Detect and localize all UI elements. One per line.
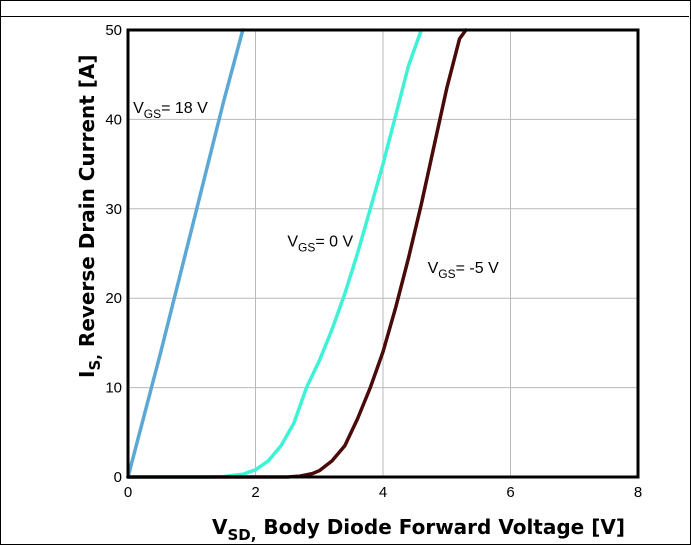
y-tick-label: 20 (105, 290, 122, 307)
series-line (126, 28, 245, 479)
y-tick-label: 50 (105, 22, 122, 39)
plot-border (126, 28, 640, 479)
y-axis-label-rest: Reverse Drain Current [A] (75, 54, 99, 354)
series-label: VGS= -5 V (428, 260, 499, 281)
series-label-main: V (428, 260, 439, 277)
x-axis-label: VSD, Body Diode Forward Voltage [V] (212, 515, 625, 544)
series-label-main: V (133, 100, 144, 117)
y-axis-label-sub: S, (86, 354, 104, 371)
top-band (0, 0, 689, 17)
x-axis-label-sub: SD, (227, 526, 256, 544)
x-axis-label-rest: Body Diode Forward Voltage [V] (256, 515, 625, 539)
y-tick-label: 0 (114, 469, 122, 486)
x-tick-label: 0 (124, 484, 132, 501)
series-label: VGS= 0 V (287, 233, 353, 254)
x-tick-label: 6 (506, 484, 514, 501)
y-tick-label: 10 (105, 380, 122, 397)
series-label-main: V (287, 233, 298, 250)
tick-labels: 0 2 4 6 8 0 10 20 30 40 50 (105, 22, 642, 501)
series-label-sub: GS (438, 267, 455, 281)
x-tick-label: 2 (251, 484, 259, 501)
x-axis-label-main: V (212, 515, 228, 539)
series-line (126, 28, 424, 479)
x-tick-label: 8 (634, 484, 642, 501)
series-group (126, 28, 468, 479)
y-tick-label: 40 (105, 111, 122, 128)
grid (128, 30, 638, 477)
series-label-sub: GS (144, 107, 161, 121)
series-label-rest: = 18 V (161, 100, 208, 117)
x-tick-label: 4 (379, 484, 387, 501)
series-label-rest: = -5 V (456, 260, 499, 277)
y-axis-label: IS, Reverse Drain Current [A] (75, 54, 104, 378)
series-line (126, 28, 468, 479)
series-label-rest: = 0 V (315, 233, 353, 250)
y-axis-label-main: I (75, 371, 99, 378)
series-label-sub: GS (298, 240, 315, 254)
series-label: VGS= 18 V (133, 100, 208, 121)
y-tick-label: 30 (105, 201, 122, 218)
